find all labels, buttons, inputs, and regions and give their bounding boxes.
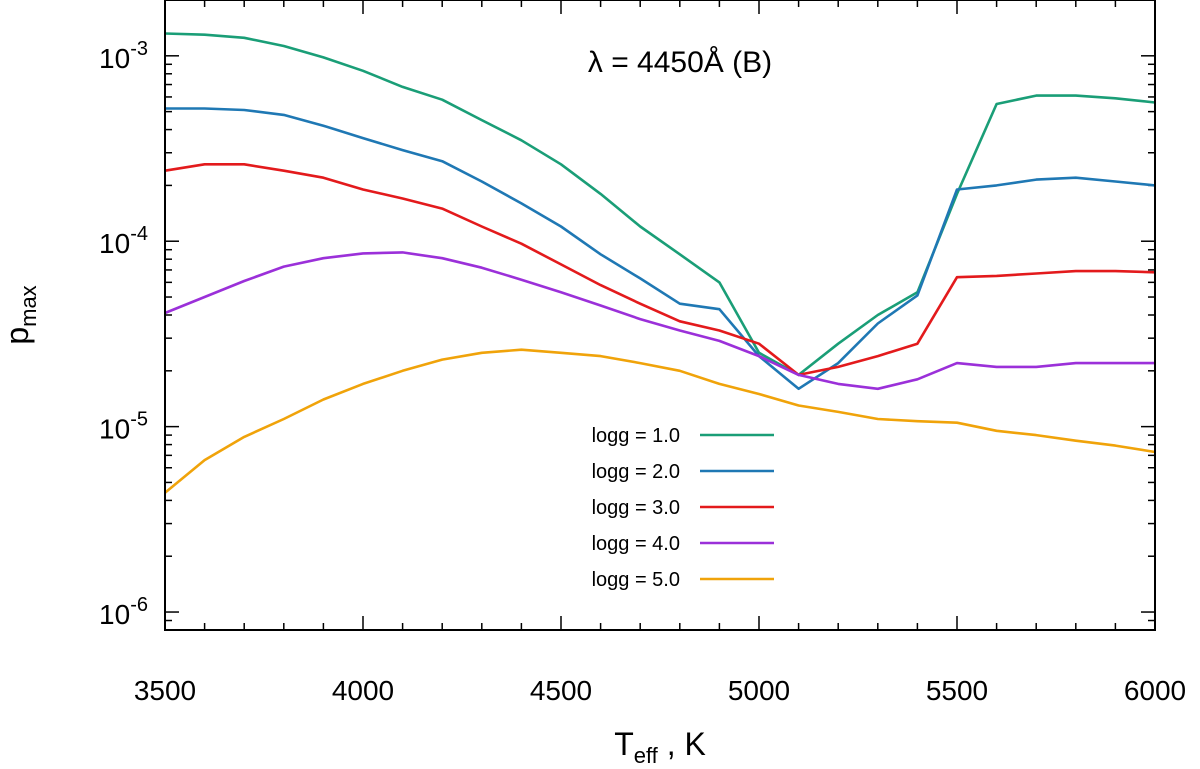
y-tick-base: 10: [99, 599, 130, 630]
series-line-1: [164, 32, 1156, 377]
y-tick-exponent: -4: [130, 223, 148, 245]
series-line-3: [164, 163, 1156, 377]
y-axis-title-main: p: [0, 327, 35, 345]
series-line-5: [164, 348, 1156, 494]
x-tick-label: 4000: [332, 675, 394, 706]
x-tick-label: 4500: [530, 675, 592, 706]
x-tick-label: 5500: [926, 675, 988, 706]
x-axis-title-suffix: , K: [658, 726, 706, 762]
plot-frame: [164, 0, 1156, 631]
legend-label: logg = 4.0: [592, 533, 680, 555]
y-tick-label: 10-6: [99, 594, 148, 630]
x-axis-title-main: T: [614, 726, 634, 762]
x-tick-label: 6000: [1124, 675, 1186, 706]
legend-label: logg = 1.0: [592, 425, 680, 447]
series-layer: [164, 32, 1156, 494]
x-axis-title-sub: eff: [634, 743, 659, 768]
x-tick-label: 5000: [728, 675, 790, 706]
y-tick-exponent: -6: [130, 594, 148, 616]
series-line-2: [165, 107, 1156, 391]
series-line-4: [164, 251, 1155, 391]
y-tick-exponent: -3: [130, 38, 148, 60]
legend-label: logg = 5.0: [592, 569, 680, 591]
y-tick-label: 10-5: [99, 409, 148, 445]
y-axis-title-sub: max: [16, 285, 41, 327]
y-tick-label: 10-4: [99, 223, 148, 259]
ticks-layer: [164, 0, 1156, 631]
legend: logg = 1.0 logg = 2.0 logg = 3.0 logg = 4.0…: [592, 425, 774, 591]
y-tick-base: 10: [99, 228, 130, 259]
annotation: λ = 4450Å (B): [588, 46, 772, 79]
x-axis-title: Teff , K: [614, 726, 706, 768]
legend-label: logg = 2.0: [592, 461, 680, 483]
y-tick-base: 10: [99, 414, 130, 445]
legend-label: logg = 3.0: [592, 497, 680, 519]
y-tick-base: 10: [99, 43, 130, 74]
x-tick-label: 3500: [134, 675, 196, 706]
y-tick-exponent: -5: [130, 409, 148, 431]
y-axis-title: pmax: [0, 285, 41, 344]
y-tick-label: 10-3: [99, 38, 148, 74]
